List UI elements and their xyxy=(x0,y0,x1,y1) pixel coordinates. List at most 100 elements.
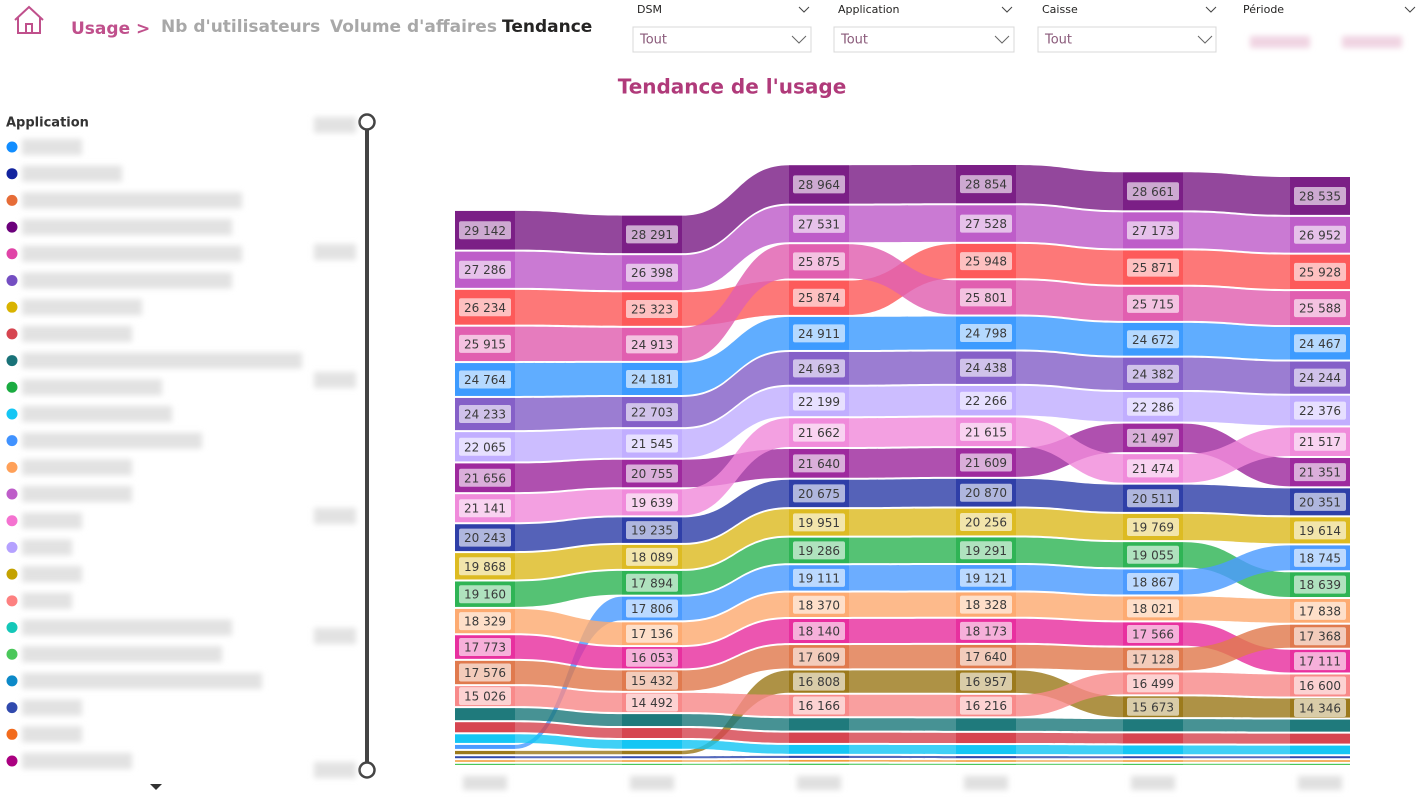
value-label: 24 911 xyxy=(798,327,840,341)
blurred-legend-label xyxy=(22,726,82,743)
ribbon-column xyxy=(1290,760,1350,762)
value-label: 15 432 xyxy=(631,674,673,688)
value-label-bg xyxy=(1127,650,1179,669)
value-label: 21 615 xyxy=(965,425,1007,439)
value-label-bg xyxy=(626,369,678,388)
legend-title: Application xyxy=(6,116,89,131)
value-label-bg xyxy=(960,672,1012,691)
ribbon xyxy=(682,205,789,291)
slider[interactable] xyxy=(358,113,376,779)
nav-link[interactable]: Tendance xyxy=(502,17,592,37)
ribbon xyxy=(849,508,956,536)
ribbon xyxy=(515,756,622,759)
value-label-bg xyxy=(1127,428,1179,447)
ribbon xyxy=(682,645,789,691)
value-label: 21 662 xyxy=(798,426,840,440)
ribbon xyxy=(682,316,789,396)
value-label-bg xyxy=(1294,627,1346,646)
value-label-bg xyxy=(1127,674,1179,693)
slider-handle[interactable] xyxy=(358,113,376,131)
value-label: 22 376 xyxy=(1299,404,1341,418)
value-label: 20 511 xyxy=(1132,492,1174,506)
legend-marker xyxy=(6,328,18,340)
value-label: 25 915 xyxy=(464,337,506,351)
value-label: 24 764 xyxy=(464,373,506,387)
nav-link[interactable]: Usage > xyxy=(71,19,150,39)
value-label-bg xyxy=(793,392,845,411)
value-label-bg xyxy=(459,663,511,682)
blurred-legend-label xyxy=(22,219,232,236)
ribbon xyxy=(515,362,622,396)
ribbon-column xyxy=(455,750,515,755)
value-label-bg xyxy=(459,468,511,487)
value-label: 27 531 xyxy=(798,217,840,231)
ribbon xyxy=(515,210,622,254)
value-label: 17 136 xyxy=(631,627,673,641)
ribbon xyxy=(1183,250,1290,290)
ribbon xyxy=(1183,286,1290,326)
value-label-bg xyxy=(626,403,678,422)
ribbon xyxy=(849,732,956,744)
ribbon xyxy=(849,385,956,417)
ribbon xyxy=(849,718,956,731)
scroll-arrow[interactable] xyxy=(150,784,162,790)
value-label: 25 588 xyxy=(1299,302,1341,316)
value-label: 22 703 xyxy=(631,406,673,420)
ribbon xyxy=(1183,545,1290,595)
ribbon-column xyxy=(622,756,682,759)
ribbon xyxy=(515,326,622,362)
ribbon xyxy=(1016,316,1123,356)
ribbon xyxy=(515,608,622,646)
value-label: 20 870 xyxy=(965,486,1007,500)
filter[interactable]: Période xyxy=(1243,3,1416,48)
ribbon xyxy=(1016,385,1123,422)
ribbon xyxy=(515,722,622,739)
ribbon xyxy=(515,763,622,765)
blurred-legend-label xyxy=(22,272,232,289)
ribbon-column xyxy=(1290,733,1350,744)
value-label: 24 913 xyxy=(631,338,673,352)
ribbon-column xyxy=(622,740,682,749)
value-label: 17 111 xyxy=(1299,655,1341,669)
filter[interactable]: Application Tout xyxy=(833,3,1015,53)
ribbon xyxy=(1016,718,1123,732)
ribbon xyxy=(849,694,956,717)
ribbon xyxy=(682,509,789,569)
value-label: 25 715 xyxy=(1132,297,1174,311)
value-label-bg xyxy=(1294,699,1346,718)
ribbon xyxy=(849,565,956,591)
value-label: 18 328 xyxy=(965,598,1007,612)
filter[interactable]: DSM Tout xyxy=(632,3,812,53)
value-label-bg xyxy=(459,221,511,240)
blurred-legend-label xyxy=(22,619,232,636)
blurred-value xyxy=(1342,36,1402,48)
ribbon xyxy=(1183,513,1290,544)
ribbon xyxy=(849,417,956,447)
slider-handle[interactable] xyxy=(358,761,376,779)
nav-link[interactable]: Volume d'affaires xyxy=(330,17,497,37)
blurred-slider-label xyxy=(314,372,356,388)
value-label: 19 639 xyxy=(631,496,673,510)
dropdown[interactable] xyxy=(632,26,812,53)
value-label: 19 235 xyxy=(631,524,673,538)
home-button[interactable] xyxy=(14,5,44,34)
dropdown[interactable] xyxy=(1037,26,1217,53)
value-label: 18 370 xyxy=(798,598,840,612)
filter[interactable]: Caisse Tout xyxy=(1037,3,1217,53)
value-label: 24 672 xyxy=(1132,333,1174,347)
value-label: 19 055 xyxy=(1132,548,1174,562)
ribbon xyxy=(1016,243,1123,285)
blurred-legend-label xyxy=(22,405,172,422)
value-label-bg xyxy=(960,621,1012,640)
legend-marker xyxy=(6,568,18,580)
ribbon xyxy=(1016,618,1123,646)
nav-link[interactable]: Nb d'utilisateurs xyxy=(161,17,320,37)
value-label-bg xyxy=(960,541,1012,560)
ribbon xyxy=(1183,745,1290,755)
ribbon xyxy=(1016,478,1123,512)
dropdown[interactable] xyxy=(833,26,1015,53)
value-label-bg xyxy=(1127,294,1179,313)
value-label: 14 492 xyxy=(631,696,673,710)
chart-title: Tendance de l'usage xyxy=(618,75,847,99)
